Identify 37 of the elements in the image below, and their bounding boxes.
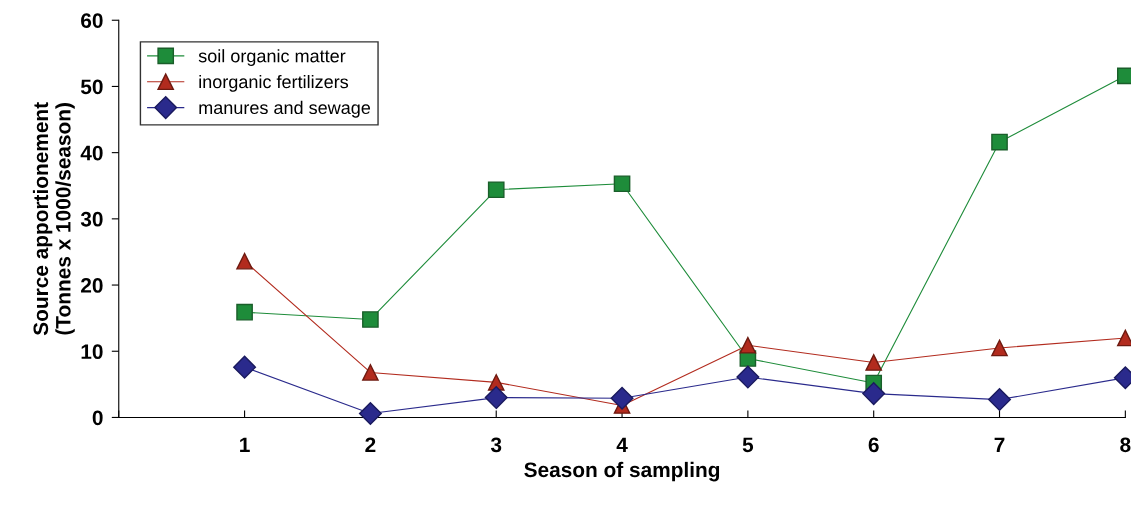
point: [233, 355, 257, 379]
x-tick-label: 3: [490, 437, 502, 453]
point: [865, 354, 883, 371]
x-tick-label: 4: [616, 437, 628, 452]
y-tick-label: 30: [80, 211, 103, 227]
x-tick-label: 5: [742, 437, 754, 453]
legend-label: inorganic fertilizers: [199, 74, 349, 92]
legend-label: manures and sewage: [199, 100, 371, 118]
point: [236, 303, 253, 321]
point: [484, 386, 508, 410]
point: [358, 401, 382, 425]
x-tick-label: 7: [994, 437, 1005, 452]
x-tick-label: 2: [365, 437, 376, 452]
y-tick-label: 20: [81, 278, 103, 293]
point: [610, 386, 634, 410]
point: [362, 364, 379, 381]
point: [991, 339, 1008, 357]
y-tick-label: 10: [81, 344, 103, 359]
point: [613, 175, 631, 193]
x-axis-title: Season of sampling: [524, 461, 720, 482]
y-tick-label: 40: [80, 145, 103, 161]
y-tick-label: 60: [81, 13, 103, 28]
x-tick-label: 1: [240, 437, 250, 452]
point: [991, 133, 1008, 151]
point: [988, 388, 1012, 412]
point: [362, 311, 379, 328]
point: [487, 181, 505, 199]
point: [236, 252, 253, 270]
legend-label: soil organic matter: [198, 49, 346, 66]
y-axis-title: Source apportionement (Tonnes x 1000/season): [32, 102, 75, 336]
point: [862, 382, 886, 406]
y-tick-label: 0: [92, 410, 103, 426]
point: [736, 365, 760, 389]
x-tick-label: 6: [868, 437, 879, 453]
x-tick-label: 8: [1120, 437, 1131, 453]
y-tick-label: 50: [80, 79, 103, 95]
point: [739, 336, 757, 354]
